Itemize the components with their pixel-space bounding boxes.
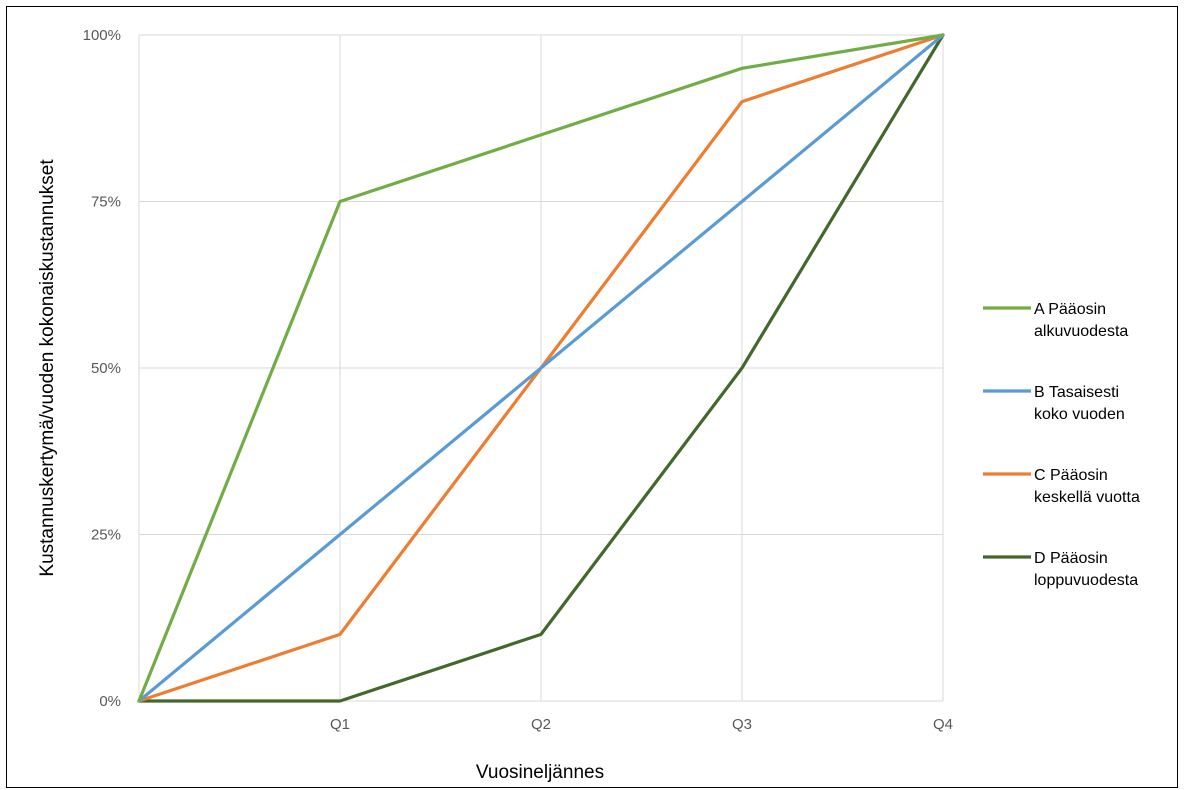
y-axis-title: Kustannuskertymä/vuoden kokonaiskustannu…	[37, 159, 58, 577]
x-tick-label: Q2	[531, 716, 551, 733]
x-tick-label: Q1	[330, 716, 350, 733]
x-axis-title: Vuosineljännes	[476, 762, 604, 783]
legend-label: koko vuoden	[1034, 406, 1125, 423]
legend-label: alkuvuodesta	[1034, 323, 1128, 340]
legend-label: keskellä vuotta	[1034, 489, 1140, 506]
legend: A Pääosin alkuvuodesta B Tasaisesti koko vu…	[983, 301, 1140, 589]
series-line-b	[137, 33, 945, 703]
chart-frame	[6, 6, 1178, 788]
y-tick-label: 0%	[99, 693, 121, 710]
legend-label: D Pääosin	[1034, 550, 1108, 567]
legend-label: B Tasaisesti	[1034, 384, 1119, 401]
y-axis-ticks: 0% 25% 50% 75% 100%	[83, 27, 121, 710]
legend-label: C Pääosin	[1034, 467, 1108, 484]
x-tick-label: Q3	[732, 716, 752, 733]
y-tick-label: 100%	[83, 27, 121, 44]
y-tick-label: 75%	[91, 194, 121, 211]
legend-label: loppuvuodesta	[1034, 572, 1138, 589]
y-tick-label: 25%	[91, 527, 121, 544]
series-line-a	[137, 33, 945, 703]
legend-label: A Pääosin	[1034, 301, 1106, 318]
series-line-d	[137, 33, 945, 703]
x-tick-label: Q4	[933, 716, 953, 733]
x-axis-ticks: Q1 Q2 Q3 Q4	[330, 716, 953, 733]
series-lines	[137, 33, 945, 703]
y-tick-label: 50%	[91, 360, 121, 377]
